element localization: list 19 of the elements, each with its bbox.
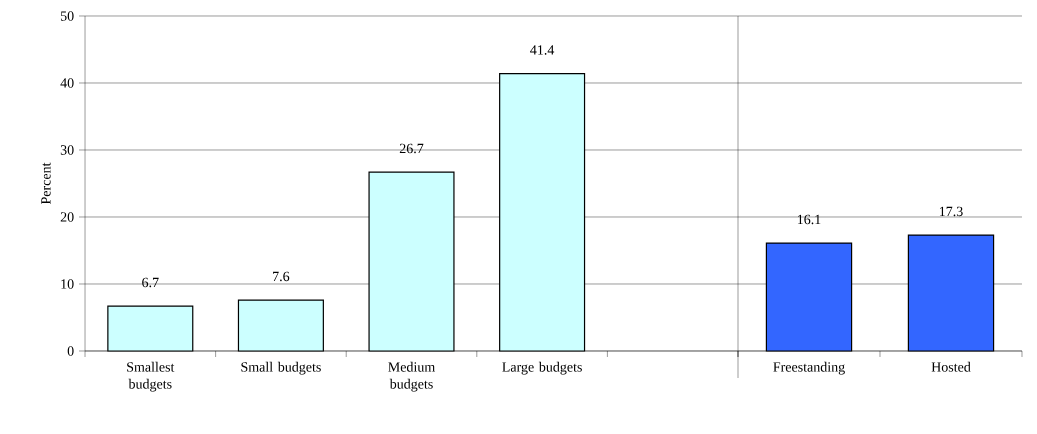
x-tick-label: Small budgets [241,361,321,375]
x-tick-label: Freestanding [773,361,845,375]
y-tick-label: 10 [61,279,74,289]
y-tick-label: 50 [60,11,74,21]
y-tick-label: 0 [67,346,74,356]
data-label: 17.3 [939,206,963,217]
y-tick-label: 20 [60,212,74,222]
x-tick-label: Medium budgets [388,361,436,392]
x-tick-label: Hosted [931,361,971,372]
y-axis-title: Percent [41,162,51,205]
data-label: 16.1 [797,214,821,225]
data-label: 41.4 [530,45,555,55]
data-label: 6.7 [142,277,159,288]
y-tick-label: 30 [60,145,74,155]
x-tick-label: Smallest budgets [127,361,175,392]
data-label: 26.7 [399,143,424,154]
y-tick-label: 40 [60,78,74,88]
x-tick-label: Large budgets [502,361,582,375]
data-label: 7.6 [273,271,290,282]
